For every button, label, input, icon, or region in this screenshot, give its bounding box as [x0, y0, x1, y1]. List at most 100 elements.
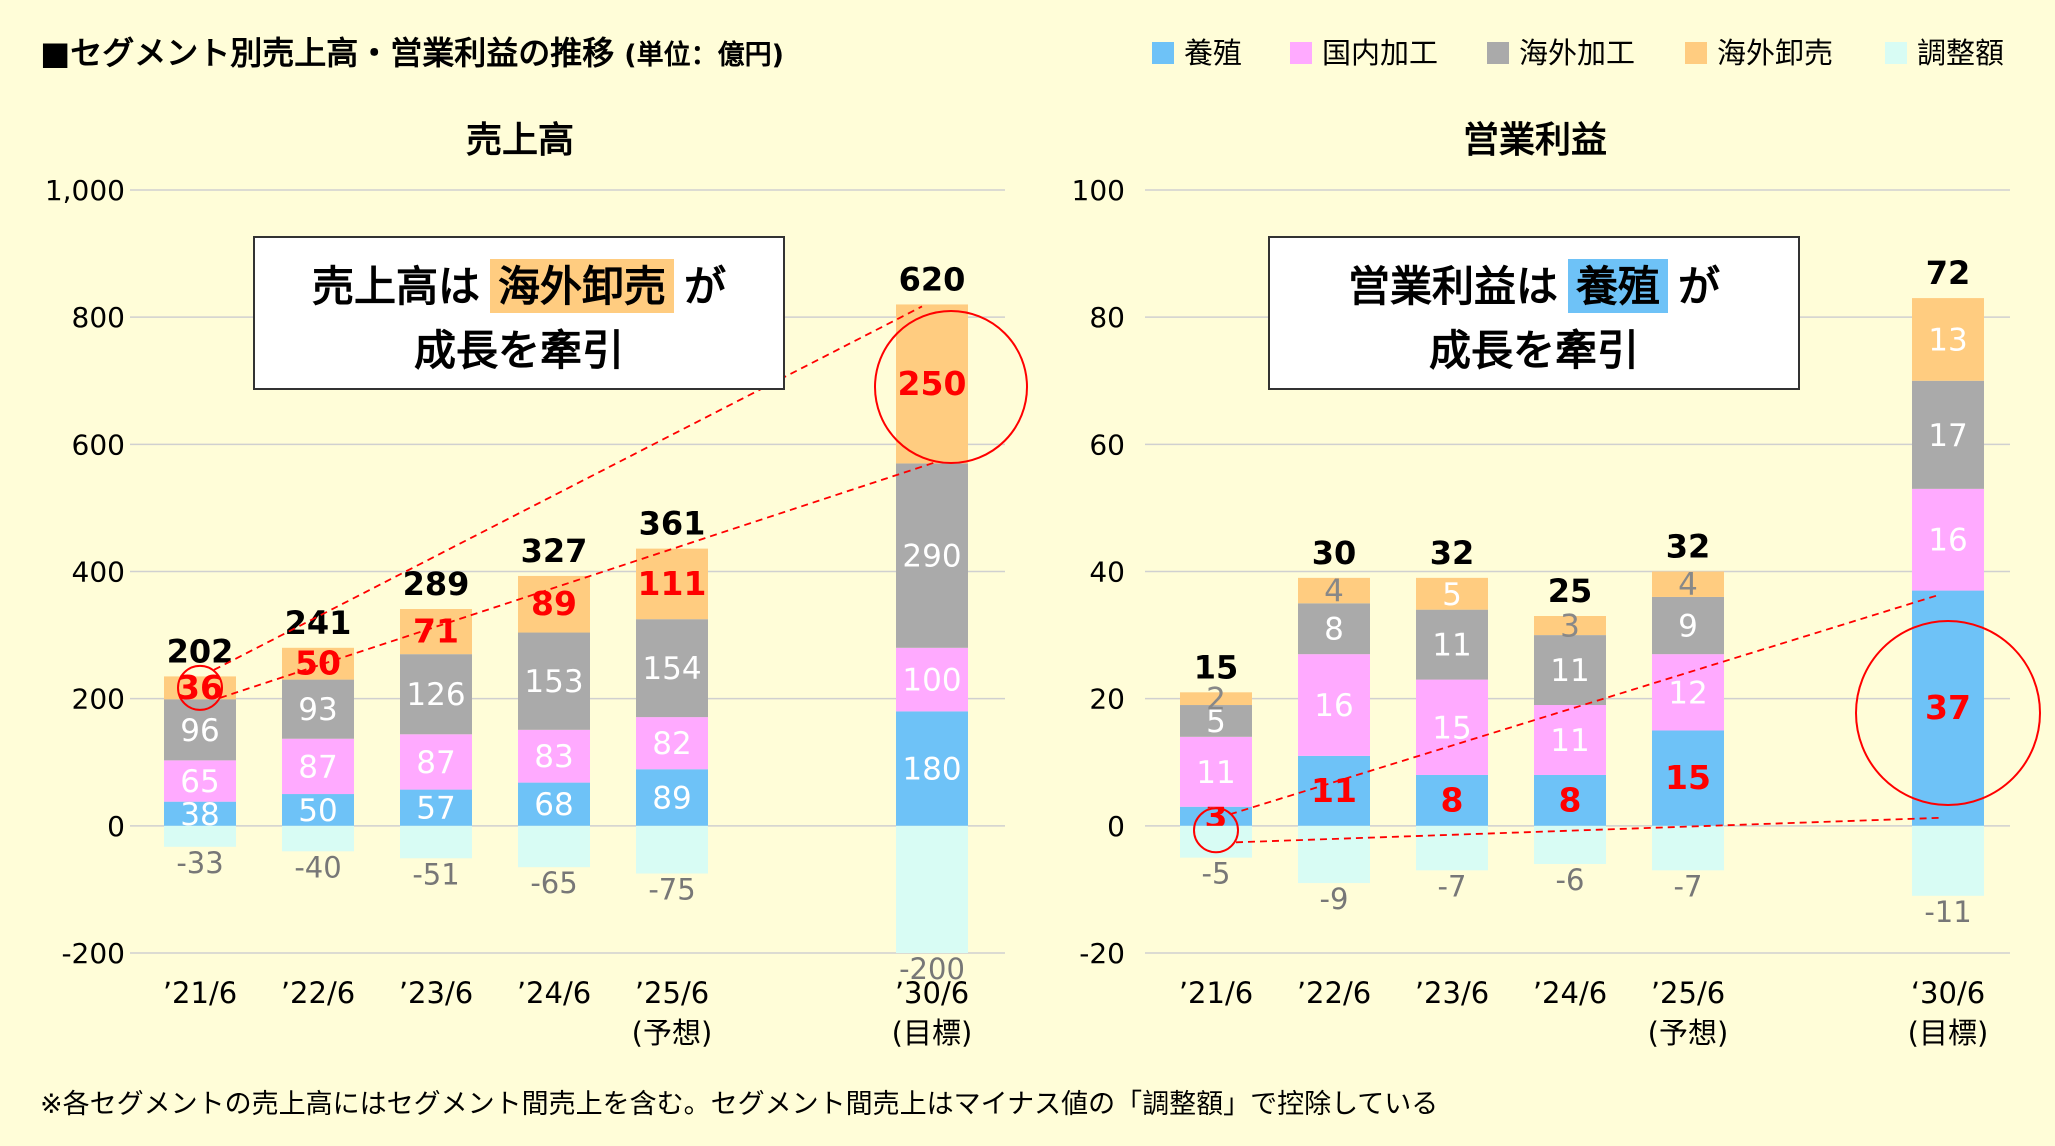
- x-tick-label: ’23/6: [399, 976, 473, 1010]
- bar-segment: [1180, 736, 1252, 807]
- bar-segment: [1180, 692, 1252, 706]
- bar-segment: [400, 789, 472, 826]
- bar-value-label: 11: [1550, 653, 1589, 689]
- bar-value-label: 13: [1928, 322, 1967, 358]
- y-tick-label: 60: [1089, 428, 1125, 461]
- legend-item: 調整額: [1885, 36, 2004, 70]
- bar-value-label: 36: [177, 668, 223, 707]
- bar-segment: [400, 825, 472, 859]
- bar-total-label: 620: [899, 260, 966, 298]
- x-tick-label: ’22/6: [1297, 976, 1371, 1010]
- bar-value-label: 15: [1432, 710, 1471, 746]
- bar-segment: [1534, 825, 1606, 864]
- y-tick-label: 1,000: [45, 174, 125, 207]
- bar-value-label: 50: [298, 793, 337, 829]
- bar-segment: [164, 760, 236, 802]
- callout-highlight-bg: [490, 259, 674, 313]
- bar-total-label: 32: [1430, 534, 1475, 572]
- bar-segment: [896, 647, 968, 712]
- bar-segment: [896, 825, 968, 953]
- bar-total-label: 202: [167, 632, 234, 670]
- y-tick-label: 0: [107, 810, 125, 843]
- bar-segment: [636, 548, 708, 620]
- x-tick-label: ’21/6: [1179, 976, 1253, 1010]
- bar-value-label: 50: [295, 644, 341, 683]
- bar-total-label: 327: [521, 532, 588, 570]
- highlight-circle: [1855, 620, 2041, 806]
- bar-segment: [164, 825, 236, 847]
- legend-label: 海外卸売: [1717, 36, 1833, 70]
- bar-value-label: 9: [1678, 609, 1698, 645]
- bar-value-label: 17: [1928, 418, 1967, 454]
- bar-segment: [636, 717, 708, 770]
- bar-value-label: -5: [1202, 857, 1231, 891]
- y-tick-label: 800: [72, 301, 125, 334]
- bar-value-label: 154: [642, 651, 701, 687]
- bar-value-label: -65: [530, 866, 577, 900]
- bar-value-label: 111: [638, 564, 707, 603]
- x-tick-label: ’30/6: [895, 976, 969, 1010]
- chart-title: 売上高: [466, 120, 574, 161]
- y-tick-label: -200: [61, 937, 125, 970]
- page-title-text: ■セグメント別売上高・営業利益の推移: [40, 34, 615, 72]
- bar-segment: [1180, 705, 1252, 737]
- bar-segment: [1298, 577, 1370, 604]
- bar-segment: [518, 632, 590, 730]
- bar-value-label: -200: [899, 952, 965, 986]
- bar-segment: [1912, 488, 1984, 591]
- bar-value-label: 153: [524, 664, 583, 700]
- bar-value-label: 5: [1442, 577, 1462, 613]
- bar-segment: [1416, 577, 1488, 610]
- bar-value-label: 290: [902, 539, 961, 575]
- bar-total-label: 25: [1548, 572, 1593, 610]
- trend-line: [1229, 593, 1941, 816]
- bar-value-label: 100: [902, 663, 961, 699]
- bar-segment: [518, 782, 590, 826]
- callout-text-line2: 成長を牽引: [414, 326, 624, 375]
- highlight-circle: [874, 310, 1028, 464]
- bar-value-label: -7: [1674, 869, 1703, 903]
- callout-text-prefix: 営業利益は: [1348, 262, 1558, 311]
- highlight-circle: [1193, 807, 1239, 854]
- bar-total-label: 15: [1194, 648, 1239, 686]
- y-tick-label: 80: [1089, 301, 1125, 334]
- bar-value-label: -51: [412, 857, 459, 891]
- bar-segment: [282, 794, 354, 826]
- bar-value-label: 11: [1432, 628, 1471, 664]
- x-tick-label: ’24/6: [1533, 976, 1607, 1010]
- bar-segment: [1912, 825, 1984, 896]
- bar-segment: [896, 711, 968, 826]
- bar-segment: [1416, 774, 1488, 826]
- trend-line: [213, 305, 923, 671]
- callout-text-line2: 成長を牽引: [1429, 326, 1639, 375]
- bar-value-label: -9: [1320, 882, 1349, 916]
- bar-segment: [518, 575, 590, 633]
- legend-swatch: [1290, 42, 1312, 64]
- legend-label: 調整額: [1917, 36, 2004, 70]
- callout-text-prefix: 売上高は: [312, 262, 480, 311]
- bar-segment: [400, 734, 472, 790]
- x-tick-label: ’22/6: [281, 976, 355, 1010]
- bar-segment: [1912, 590, 1984, 826]
- footnote: ※各セグメントの売上高にはセグメント間売上を含む。セグメント間売上はマイナス値の…: [40, 1089, 1439, 1120]
- x-tick-label: ‘30/6: [1911, 976, 1985, 1010]
- bar-value-label: 83: [534, 739, 573, 775]
- legend-swatch: [1487, 42, 1509, 64]
- bar-total-label: 241: [285, 604, 352, 642]
- bar-segment: [400, 609, 472, 655]
- bar-value-label: 5: [1206, 704, 1226, 740]
- bar-value-label: 8: [1559, 780, 1582, 819]
- bar-segment: [1416, 825, 1488, 871]
- callout-text-highlight: 養殖: [1575, 262, 1660, 311]
- bar-value-label: 12: [1668, 675, 1707, 711]
- y-tick-label: 40: [1089, 556, 1125, 589]
- legend-label: 海外加工: [1519, 36, 1635, 70]
- bar-total-label: 32: [1666, 528, 1711, 566]
- x-tick-sublabel: (予想): [1648, 1016, 1729, 1050]
- bar-segment: [1416, 679, 1488, 775]
- bar-segment: [636, 825, 708, 874]
- bar-value-label: 87: [298, 749, 337, 785]
- callout-highlight-bg: [1568, 259, 1668, 313]
- chart-title: 営業利益: [1463, 120, 1607, 161]
- bar-value-label: 93: [298, 692, 337, 728]
